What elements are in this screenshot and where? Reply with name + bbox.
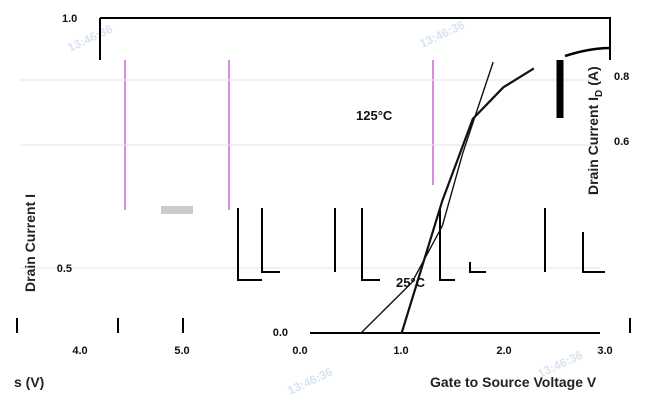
- block-artifact: [161, 206, 193, 214]
- y-tick-label-right: 0.6: [614, 136, 629, 148]
- y-axis-title-unit: (A): [585, 66, 601, 85]
- bracket-artifact: [582, 232, 605, 273]
- watermark-group: 13:46:36 13:46:36 13:46:36 13:46:36: [65, 18, 585, 398]
- x-tick-label: 2.0: [496, 345, 511, 357]
- bracket-artifact: [261, 208, 280, 273]
- series-layer: [360, 61, 535, 334]
- bracket-artifact: [439, 208, 455, 281]
- bracket-artifact: [361, 208, 380, 281]
- frame-top-bracket: [100, 17, 611, 60]
- x-tick-label: 0.0: [292, 345, 307, 357]
- x-tick-label: 3.0: [597, 345, 612, 357]
- bracket-artifact: [237, 208, 262, 281]
- y-axis-title-subscript: D: [594, 90, 605, 97]
- y-axis-title-right: Drain Current ID (A): [585, 66, 605, 195]
- y-tick-label: 1.0: [62, 13, 77, 25]
- y-tick-label-right: 0.8: [614, 71, 629, 83]
- artifact-group: [16, 46, 631, 333]
- series-line: [360, 61, 494, 334]
- x-axis-title-output: s (V): [14, 374, 44, 390]
- x-axis-title-text: Gate to Source Voltage V: [430, 374, 597, 390]
- annotation-125c: 125°C: [356, 108, 393, 123]
- gridline-group: [124, 60, 434, 210]
- x-axis-title: Gate to Source Voltage V: [430, 374, 597, 390]
- x-tick-label: 5.0: [174, 345, 189, 357]
- y-axis-title-text: Drain Current I: [585, 97, 601, 195]
- y-tick-label: 0.0: [273, 327, 288, 339]
- annotation-25c: 25°C: [396, 275, 426, 290]
- x-tick-label: 4.0: [72, 345, 87, 357]
- h-gridline-group: [20, 79, 600, 269]
- watermark-text: 13:46:36: [417, 18, 467, 51]
- y-tick-label: 0.5: [57, 263, 72, 275]
- x-tick-label: 1.0: [393, 345, 408, 357]
- series-line: [400, 67, 535, 334]
- bar-artifact: [564, 46, 611, 58]
- watermark-text: 13:46:36: [285, 365, 335, 398]
- bracket-artifact: [469, 262, 486, 273]
- watermark-text: 13:46:36: [65, 22, 115, 55]
- y-axis-title-left: Drain Current I: [22, 194, 38, 292]
